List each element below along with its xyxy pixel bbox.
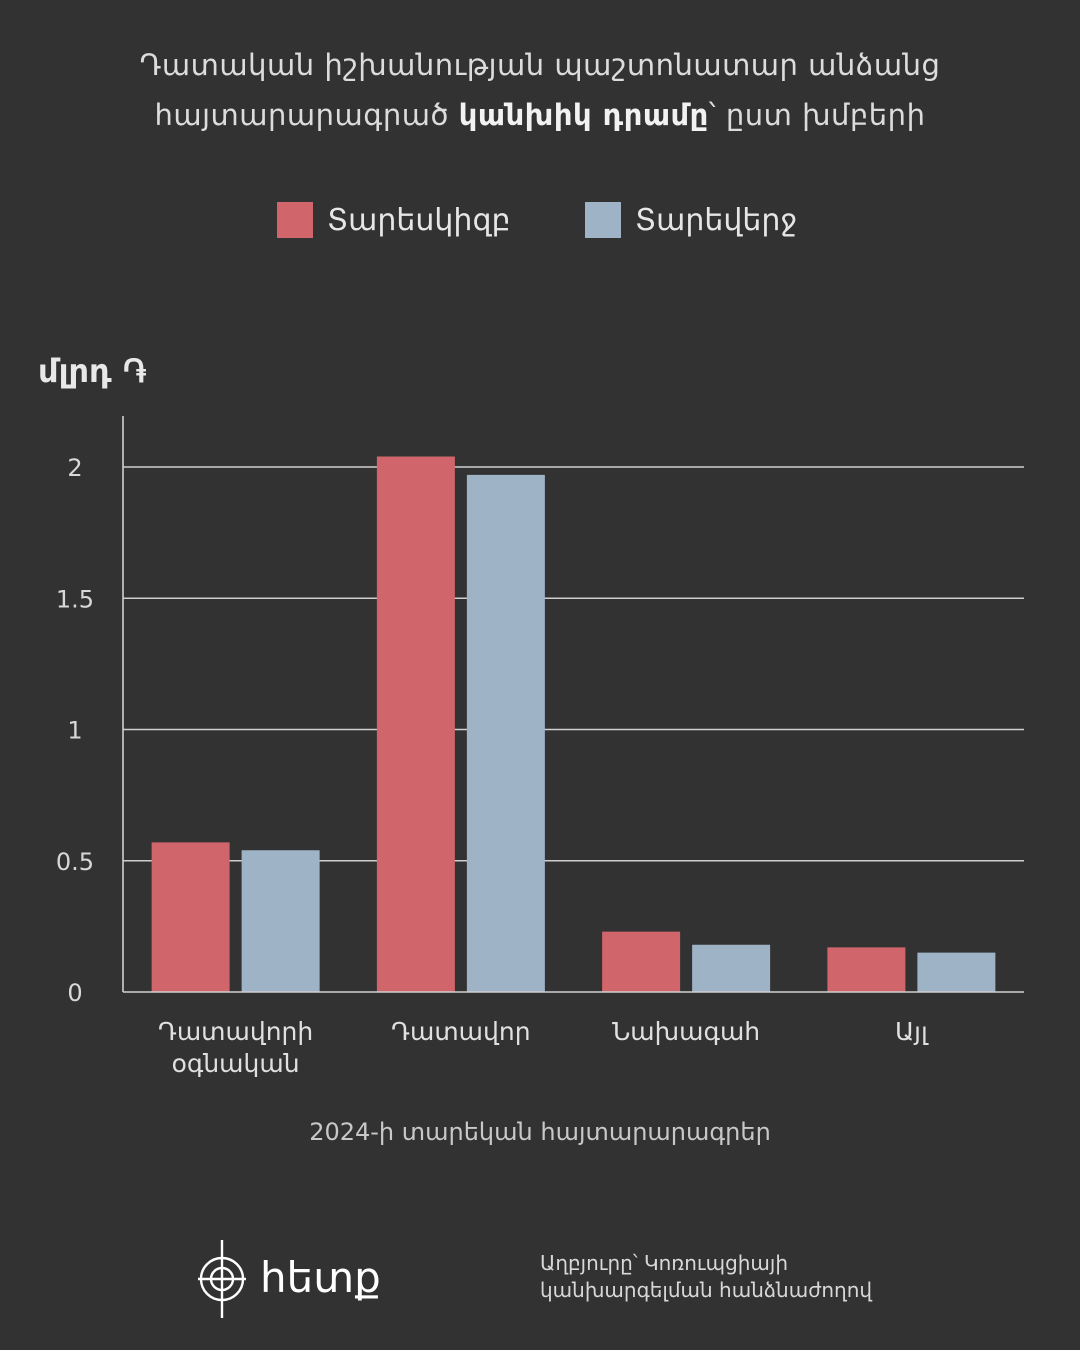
bar-start xyxy=(827,947,906,992)
y-axis-label: մլրդ ֏ xyxy=(38,352,147,390)
hetq-logo: hետք xyxy=(198,1240,381,1318)
legend-swatch-start xyxy=(277,202,313,238)
x-tick-label: օգնական xyxy=(172,1049,300,1078)
y-tick-label: 2 xyxy=(67,454,82,482)
legend-label-end: Տարեվերջ xyxy=(635,202,798,238)
x-tick-label: Դատավոր xyxy=(391,1017,530,1046)
x-axis-note: 2024-ի տարեկան հայտարարագրեր xyxy=(309,1118,771,1146)
x-tick-label: Այլ xyxy=(895,1017,929,1046)
logo-mark-icon xyxy=(198,1240,246,1318)
y-tick-label: 0 xyxy=(67,979,82,1007)
y-tick-label: 1.5 xyxy=(56,585,94,613)
source-note: Աղբյուրը՝ Կոռուպցիայի կանխարգելման հանձն… xyxy=(540,1250,872,1304)
source-line-2: կանխարգելման հանձնաժողով xyxy=(540,1278,873,1302)
y-tick-label: 0.5 xyxy=(56,848,94,876)
legend-item-start: Տարեսկիզբ xyxy=(277,198,511,242)
title-line-2-pre: հայտարարագրած xyxy=(154,98,459,132)
chart-title: Դատական իշխանության պաշտոնատար անձանց հա… xyxy=(60,40,1020,140)
logo-wordmark: hետք xyxy=(260,1253,381,1302)
title-line-1: Դատական իշխանության պաշտոնատար անձանց xyxy=(139,48,941,82)
bar-end xyxy=(241,850,320,992)
source-line-1: Աղբյուրը՝ Կոռուպցիայի xyxy=(540,1251,789,1275)
title-line-2: հայտարարագրած կանխիկ դրամը՝ ըստ խմբերի xyxy=(60,90,1020,140)
bar-end xyxy=(692,944,771,992)
legend-swatch-end xyxy=(585,202,621,238)
bar-start xyxy=(376,456,455,992)
y-tick-label: 1 xyxy=(67,717,82,745)
title-line-2-post: ՝ ըստ խմբերի xyxy=(708,98,926,132)
legend-item-end: Տարեվերջ xyxy=(585,198,797,242)
bar-end xyxy=(466,474,545,992)
bar-chart: 0 0.5 1 1.5 2 Դատավորի օգնական Դատավոր Նախագահ Այ… xyxy=(56,416,1024,1078)
bar-end xyxy=(917,952,996,992)
legend: Տարեսկիզբ Տարեվերջ xyxy=(0,198,1080,242)
bar-start xyxy=(151,842,230,992)
x-tick-label: Դատավորի xyxy=(158,1017,313,1046)
bar-start xyxy=(602,931,681,992)
title-line-2-bold: կանխիկ դրամը xyxy=(458,98,709,132)
legend-label-start: Տարեսկիզբ xyxy=(327,202,511,238)
x-tick-label: Նախագահ xyxy=(612,1017,760,1046)
